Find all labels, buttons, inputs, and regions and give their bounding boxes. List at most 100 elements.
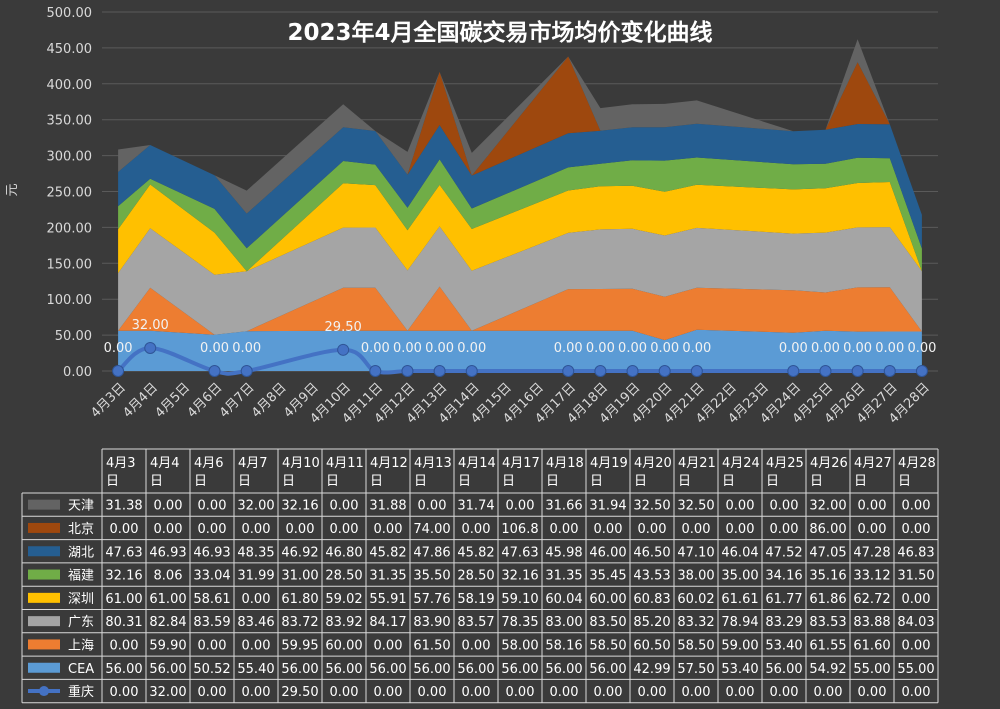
- table-cell: 83.00: [545, 615, 582, 630]
- table-cell: 32.50: [633, 499, 670, 514]
- y-tick-label: 400.00: [47, 78, 93, 93]
- table-cell: 60.83: [633, 592, 670, 607]
- table-cell: 32.16: [281, 499, 318, 514]
- table-cell: 62.72: [853, 592, 890, 607]
- legend-swatch-北京: [28, 522, 60, 533]
- chongqing-line: [112, 342, 928, 377]
- table-cell: 82.84: [149, 615, 186, 630]
- table-cell: 0.00: [374, 685, 403, 700]
- y-tick-label: 500.00: [47, 6, 93, 21]
- table-cell: 83.59: [193, 615, 230, 630]
- table-header: 日: [898, 474, 911, 489]
- table-cell: 48.35: [237, 545, 274, 560]
- point-重庆: [915, 365, 928, 377]
- point-重庆: [562, 365, 575, 377]
- table-cell: 28.50: [325, 569, 362, 584]
- table-cell: 47.52: [765, 545, 802, 560]
- point-重庆: [690, 365, 703, 377]
- point-重庆: [819, 365, 832, 377]
- point-label: 0.00: [811, 341, 840, 356]
- table-cell: 0.00: [286, 522, 315, 537]
- point-label: 0.00: [618, 341, 647, 356]
- table-header: 日: [414, 474, 427, 489]
- table-cell: 56.00: [765, 662, 802, 677]
- point-label: 0.00: [843, 341, 872, 356]
- point-重庆: [369, 365, 382, 377]
- table-header: 日: [106, 474, 119, 489]
- table-cell: 61.00: [105, 592, 142, 607]
- table-cell: 55.40: [237, 662, 274, 677]
- table-cell: 0.00: [462, 522, 491, 537]
- legend-swatch-上海: [28, 639, 60, 650]
- table-cell: 35.16: [809, 569, 846, 584]
- table-header: 4月20: [634, 456, 672, 471]
- table-cell: 0.00: [594, 522, 623, 537]
- table-cell: 31.35: [545, 569, 582, 584]
- table-header: 日: [458, 474, 471, 489]
- table-header: 日: [810, 474, 823, 489]
- table-header: 4月11: [326, 456, 364, 471]
- point-重庆: [112, 365, 125, 377]
- point-label: 0.00: [907, 341, 936, 356]
- area-CEA: [118, 329, 922, 371]
- point-重庆: [883, 365, 896, 377]
- table-cell: 58.00: [501, 638, 538, 653]
- table-cell: 31.94: [589, 499, 626, 514]
- table-cell: 0.00: [506, 685, 535, 700]
- table-cell: 53.40: [765, 638, 802, 653]
- table-cell: 32.00: [149, 685, 186, 700]
- table-header: 日: [678, 474, 691, 489]
- table-cell: 58.19: [457, 592, 494, 607]
- area-湖北: [118, 123, 922, 249]
- table-cell: 83.72: [281, 615, 318, 630]
- table-cell: 60.00: [325, 638, 362, 653]
- table-cell: 56.00: [589, 662, 626, 677]
- legend-label: 上海: [68, 638, 94, 653]
- table-cell: 0.00: [902, 592, 931, 607]
- table-cell: 60.50: [633, 638, 670, 653]
- legend-label: 湖北: [68, 545, 94, 560]
- point-label: 0.00: [232, 341, 261, 356]
- table-cell: 46.93: [193, 545, 230, 560]
- table-cell: 0.00: [242, 522, 271, 537]
- point-重庆: [401, 365, 414, 377]
- table-cell: 0.00: [462, 638, 491, 653]
- table-cell: 59.00: [721, 638, 758, 653]
- table-cell: 31.99: [237, 569, 274, 584]
- table-cell: 56.00: [281, 662, 318, 677]
- table-cell: 46.50: [633, 545, 670, 560]
- table-cell: 0.00: [858, 499, 887, 514]
- table-cell: 50.52: [193, 662, 230, 677]
- table-header: 4月6: [194, 456, 224, 471]
- table-cell: 0.00: [110, 522, 139, 537]
- table-cell: 0.00: [682, 522, 711, 537]
- table-cell: 0.00: [858, 522, 887, 537]
- table-header: 4月3: [106, 456, 136, 471]
- table-cell: 46.04: [721, 545, 758, 560]
- table-cell: 58.50: [677, 638, 714, 653]
- y-tick-label: 200.00: [47, 221, 93, 236]
- table-cell: 0.00: [198, 499, 227, 514]
- point-label: 0.00: [779, 341, 808, 356]
- table-cell: 0.00: [418, 499, 447, 514]
- table-header: 4月13: [414, 456, 452, 471]
- table-cell: 83.46: [237, 615, 274, 630]
- table-cell: 58.50: [589, 638, 626, 653]
- table-header: 日: [546, 474, 559, 489]
- table-cell: 61.00: [149, 592, 186, 607]
- table-cell: 46.83: [897, 545, 934, 560]
- y-axis-label: 元: [5, 183, 20, 196]
- table-header: 4月12: [370, 456, 408, 471]
- table-cell: 46.93: [149, 545, 186, 560]
- table-header: 4月27: [854, 456, 892, 471]
- table-cell: 83.92: [325, 615, 362, 630]
- table-cell: 28.50: [457, 569, 494, 584]
- data-table: 4月3 日 4月4 日 4月6 日 4月7 日 4月10 日 4月11 日 4月12 日 4月13 日 4月14…: [21, 448, 939, 704]
- point-label: 0.00: [875, 341, 904, 356]
- y-tick-label: 350.00: [47, 114, 93, 129]
- table-header: 4月26: [810, 456, 848, 471]
- point-label: 0.00: [554, 341, 583, 356]
- table-cell: 80.31: [105, 615, 142, 630]
